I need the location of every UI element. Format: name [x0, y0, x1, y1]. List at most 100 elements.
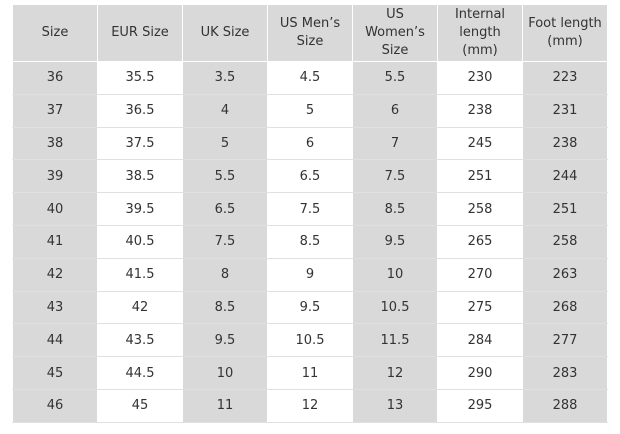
table-row: 36 35.5 3.5 4.5 5.5 230 223	[12, 61, 608, 95]
table-cell: 245	[437, 126, 523, 161]
size-table: Size EUR Size UK Size US Men’s Size US Women…	[12, 4, 608, 423]
table-cell: 7.5	[182, 224, 268, 259]
table-cell: 40.5	[97, 224, 183, 259]
table-cell: 283	[522, 356, 608, 390]
table-cell: 44	[12, 323, 98, 358]
table-cell: 258	[437, 192, 523, 226]
table-cell: 37	[12, 93, 98, 128]
table-cell: 238	[437, 93, 523, 128]
table-cell: 263	[522, 257, 608, 292]
table-cell: 6.5	[182, 192, 268, 226]
table-cell: 11	[182, 388, 268, 423]
table-row: 46 45 11 12 13 295 288	[12, 388, 608, 423]
table-cell: 7.5	[352, 159, 438, 194]
table-cell: 46	[12, 388, 98, 423]
table-cell: 36	[12, 61, 98, 95]
table-cell: 9	[267, 257, 353, 292]
table-cell: 270	[437, 257, 523, 292]
column-header: US Men’s Size	[267, 4, 353, 62]
table-cell: 39	[12, 159, 98, 194]
table-cell: 284	[437, 323, 523, 358]
column-header: Size	[12, 4, 98, 62]
table-cell: 275	[437, 290, 523, 325]
header-row: Size EUR Size UK Size US Men’s Size US Women…	[12, 4, 608, 62]
table-cell: 5	[267, 93, 353, 128]
table-cell: 3.5	[182, 61, 268, 95]
table-cell: 11.5	[352, 323, 438, 358]
table-cell: 238	[522, 126, 608, 161]
table-cell: 42	[97, 290, 183, 325]
table-cell: 38.5	[97, 159, 183, 194]
table-cell: 12	[352, 356, 438, 390]
table-cell: 5	[182, 126, 268, 161]
table-cell: 223	[522, 61, 608, 95]
table-cell: 10.5	[267, 323, 353, 358]
table-cell: 277	[522, 323, 608, 358]
table-cell: 295	[437, 388, 523, 423]
table-row: 40 39.5 6.5 7.5 8.5 258 251	[12, 192, 608, 226]
table-row: 42 41.5 8 9 10 270 263	[12, 257, 608, 292]
table-cell: 45	[12, 356, 98, 390]
table-cell: 6	[267, 126, 353, 161]
column-header: Foot length (mm)	[522, 4, 608, 62]
table-row: 45 44.5 10 11 12 290 283	[12, 356, 608, 390]
table-cell: 41.5	[97, 257, 183, 292]
column-header: UK Size	[182, 4, 268, 62]
table-row: 38 37.5 5 6 7 245 238	[12, 126, 608, 161]
table-cell: 258	[522, 224, 608, 259]
table-cell: 8.5	[267, 224, 353, 259]
table-cell: 5.5	[352, 61, 438, 95]
column-header: Internal length (mm)	[437, 4, 523, 62]
table-cell: 10.5	[352, 290, 438, 325]
table-row: 44 43.5 9.5 10.5 11.5 284 277	[12, 323, 608, 358]
table-cell: 9.5	[352, 224, 438, 259]
table-row: 39 38.5 5.5 6.5 7.5 251 244	[12, 159, 608, 194]
table-cell: 9.5	[182, 323, 268, 358]
table-row: 41 40.5 7.5 8.5 9.5 265 258	[12, 224, 608, 259]
table-cell: 12	[267, 388, 353, 423]
table-body: 36 35.5 3.5 4.5 5.5 230 223 37 36.5 4 5 6 238 231 38 37…	[12, 61, 608, 423]
table-row: 37 36.5 4 5 6 238 231	[12, 93, 608, 128]
table-cell: 37.5	[97, 126, 183, 161]
table-cell: 43.5	[97, 323, 183, 358]
table-cell: 10	[352, 257, 438, 292]
table-cell: 44.5	[97, 356, 183, 390]
table-cell: 251	[437, 159, 523, 194]
table-cell: 231	[522, 93, 608, 128]
table-cell: 10	[182, 356, 268, 390]
table-cell: 9.5	[267, 290, 353, 325]
table-cell: 42	[12, 257, 98, 292]
table-cell: 4	[182, 93, 268, 128]
table-cell: 268	[522, 290, 608, 325]
table-cell: 244	[522, 159, 608, 194]
table-cell: 6.5	[267, 159, 353, 194]
table-cell: 7.5	[267, 192, 353, 226]
table-cell: 40	[12, 192, 98, 226]
table-cell: 288	[522, 388, 608, 423]
table-cell: 230	[437, 61, 523, 95]
table-cell: 6	[352, 93, 438, 128]
table-cell: 43	[12, 290, 98, 325]
table-cell: 45	[97, 388, 183, 423]
table-cell: 290	[437, 356, 523, 390]
column-header: EUR Size	[97, 4, 183, 62]
column-header: US Women’s Size	[352, 4, 438, 62]
table-row: 43 42 8.5 9.5 10.5 275 268	[12, 290, 608, 325]
table-cell: 7	[352, 126, 438, 161]
table-cell: 11	[267, 356, 353, 390]
table-cell: 8.5	[352, 192, 438, 226]
table-cell: 8	[182, 257, 268, 292]
table-cell: 35.5	[97, 61, 183, 95]
table-cell: 8.5	[182, 290, 268, 325]
table-cell: 251	[522, 192, 608, 226]
table-cell: 36.5	[97, 93, 183, 128]
table-cell: 39.5	[97, 192, 183, 226]
table-cell: 41	[12, 224, 98, 259]
table-header: Size EUR Size UK Size US Men’s Size US Women…	[12, 4, 608, 62]
table-cell: 4.5	[267, 61, 353, 95]
table-cell: 5.5	[182, 159, 268, 194]
table-cell: 38	[12, 126, 98, 161]
table-cell: 265	[437, 224, 523, 259]
table-cell: 13	[352, 388, 438, 423]
